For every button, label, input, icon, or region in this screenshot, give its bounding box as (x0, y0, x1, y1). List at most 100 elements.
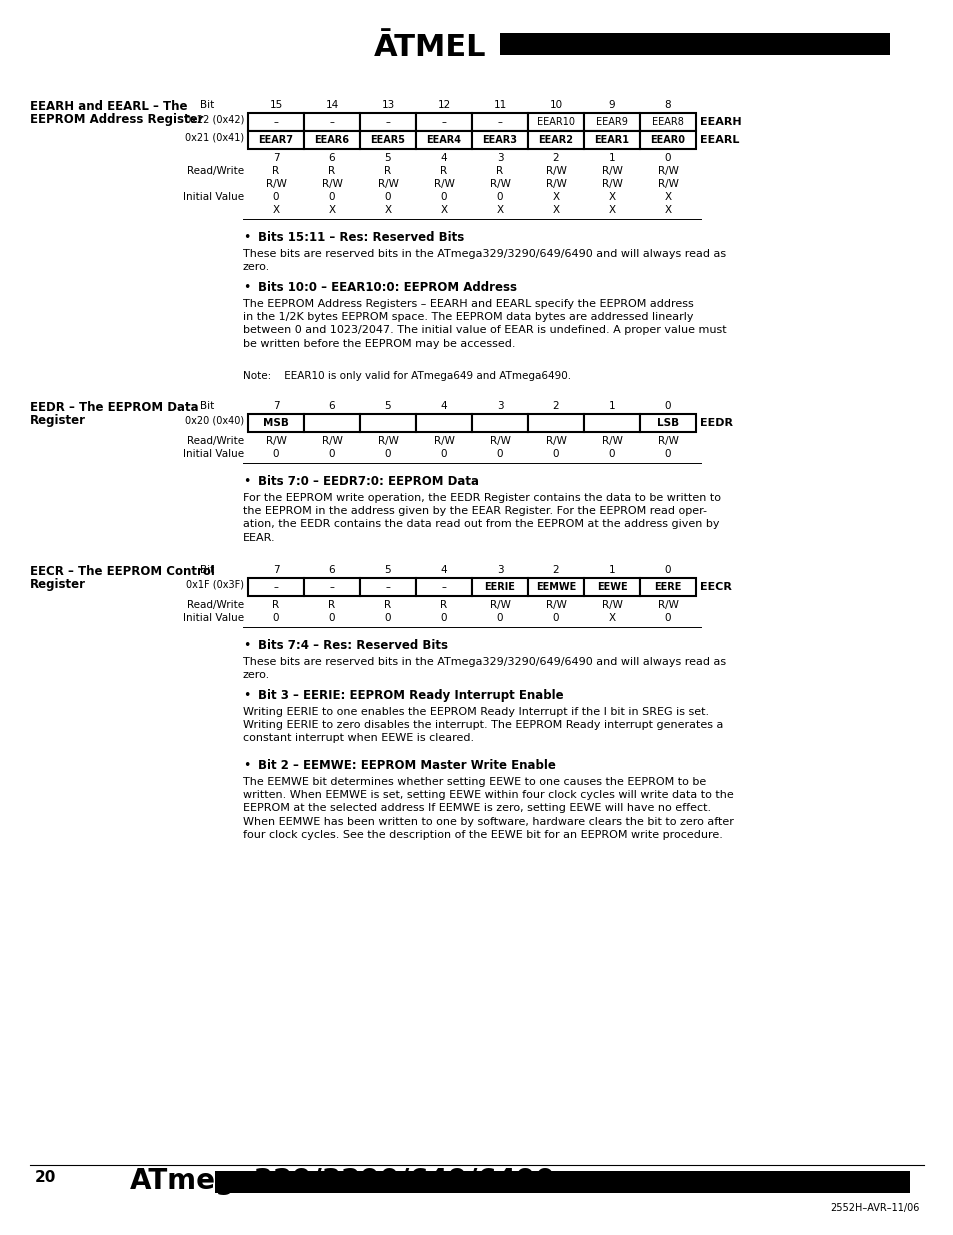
Text: –: – (385, 582, 390, 592)
Text: Read/Write: Read/Write (187, 436, 244, 446)
Text: 6: 6 (329, 564, 335, 576)
Text: R/W: R/W (545, 600, 566, 610)
Text: 5: 5 (384, 401, 391, 411)
Text: X: X (384, 205, 391, 215)
Text: 3: 3 (497, 401, 503, 411)
Text: X: X (496, 205, 503, 215)
Text: 8: 8 (664, 100, 671, 110)
Text: R/W: R/W (601, 436, 621, 446)
Text: Bit 2 – EEMWE: EEPROM Master Write Enable: Bit 2 – EEMWE: EEPROM Master Write Enabl… (257, 760, 556, 772)
Text: R/W: R/W (377, 436, 398, 446)
Text: 0x1F (0x3F): 0x1F (0x3F) (186, 579, 244, 589)
Text: EEDR: EEDR (700, 417, 732, 429)
Text: 2552H–AVR–11/06: 2552H–AVR–11/06 (830, 1203, 919, 1213)
Text: 0: 0 (440, 191, 447, 203)
Text: 7: 7 (273, 153, 279, 163)
Text: EEARH: EEARH (700, 117, 740, 127)
Bar (248, 578, 304, 597)
Text: 0x22 (0x42): 0x22 (0x42) (185, 114, 244, 124)
Text: LSB: LSB (657, 417, 679, 429)
Text: The EEPROM Address Registers – EEARH and EEARL specify the EEPROM address
in the: The EEPROM Address Registers – EEARH and… (243, 299, 726, 348)
Text: R/W: R/W (601, 600, 621, 610)
Text: R/W: R/W (265, 179, 286, 189)
Bar (472, 578, 527, 597)
Text: EEMWE: EEMWE (536, 582, 576, 592)
Text: 1: 1 (608, 401, 615, 411)
Text: For the EEPROM write operation, the EEDR Register contains the data to be writte: For the EEPROM write operation, the EEDR… (243, 493, 720, 542)
Text: –: – (329, 117, 335, 127)
Text: X: X (552, 191, 559, 203)
Text: 3: 3 (497, 153, 503, 163)
Text: R/W: R/W (657, 165, 678, 177)
Bar (304, 578, 359, 597)
Text: –: – (329, 582, 335, 592)
Text: 0: 0 (497, 191, 503, 203)
Text: 4: 4 (440, 401, 447, 411)
Bar (472, 131, 527, 149)
Text: R/W: R/W (433, 179, 454, 189)
Text: Bit: Bit (200, 564, 214, 576)
Text: 5: 5 (384, 564, 391, 576)
Text: EEAR5: EEAR5 (370, 135, 405, 144)
Text: EEAR8: EEAR8 (652, 117, 683, 127)
Text: EEARL: EEARL (700, 135, 739, 144)
Bar (527, 131, 583, 149)
Text: EEAR7: EEAR7 (258, 135, 294, 144)
Text: 6: 6 (329, 401, 335, 411)
Text: 0: 0 (273, 450, 279, 459)
Text: 12: 12 (436, 100, 450, 110)
Bar (583, 578, 639, 597)
Text: 4: 4 (440, 564, 447, 576)
Text: 7: 7 (273, 564, 279, 576)
Text: The EEMWE bit determines whether setting EEWE to one causes the EEPROM to be
wri: The EEMWE bit determines whether setting… (243, 777, 733, 840)
Bar (499, 33, 889, 56)
Text: X: X (328, 205, 335, 215)
Text: 0: 0 (273, 191, 279, 203)
Text: 9: 9 (608, 100, 615, 110)
Text: •: • (243, 689, 250, 701)
Text: R: R (384, 600, 391, 610)
Text: 5: 5 (384, 153, 391, 163)
Text: R/W: R/W (321, 436, 342, 446)
Text: 0: 0 (664, 153, 671, 163)
Text: 0: 0 (329, 191, 335, 203)
Text: X: X (608, 191, 615, 203)
Text: 15: 15 (269, 100, 282, 110)
Text: EEAR9: EEAR9 (596, 117, 627, 127)
Text: –: – (274, 582, 278, 592)
Text: 7: 7 (273, 401, 279, 411)
Bar (583, 131, 639, 149)
Bar (304, 414, 359, 432)
Text: R/W: R/W (657, 436, 678, 446)
Bar (416, 112, 472, 131)
Bar (359, 578, 416, 597)
Bar (639, 578, 696, 597)
Text: 0: 0 (552, 450, 558, 459)
Bar (359, 112, 416, 131)
Bar (248, 112, 304, 131)
Text: Writing EERIE to one enables the EEPROM Ready Interrupt if the I bit in SREG is : Writing EERIE to one enables the EEPROM … (243, 706, 722, 743)
Text: 0: 0 (664, 450, 671, 459)
Text: –: – (441, 117, 446, 127)
Text: EECR – The EEPROM Control: EECR – The EEPROM Control (30, 564, 214, 578)
Bar (472, 112, 527, 131)
Text: Initial Value: Initial Value (183, 191, 244, 203)
Text: X: X (608, 205, 615, 215)
Text: Initial Value: Initial Value (183, 613, 244, 622)
Text: R: R (328, 165, 335, 177)
Bar (583, 414, 639, 432)
Text: •: • (243, 638, 250, 652)
Bar (527, 112, 583, 131)
Text: 2: 2 (552, 153, 558, 163)
Text: Bits 7:0 – EEDR7:0: EEPROM Data: Bits 7:0 – EEDR7:0: EEPROM Data (257, 475, 478, 488)
Bar (639, 112, 696, 131)
Bar (416, 578, 472, 597)
Text: X: X (552, 205, 559, 215)
Text: R: R (384, 165, 391, 177)
Text: 0: 0 (608, 450, 615, 459)
Text: R: R (273, 165, 279, 177)
Text: 0: 0 (384, 450, 391, 459)
Text: 0: 0 (497, 450, 503, 459)
Text: 2: 2 (552, 401, 558, 411)
Text: 11: 11 (493, 100, 506, 110)
